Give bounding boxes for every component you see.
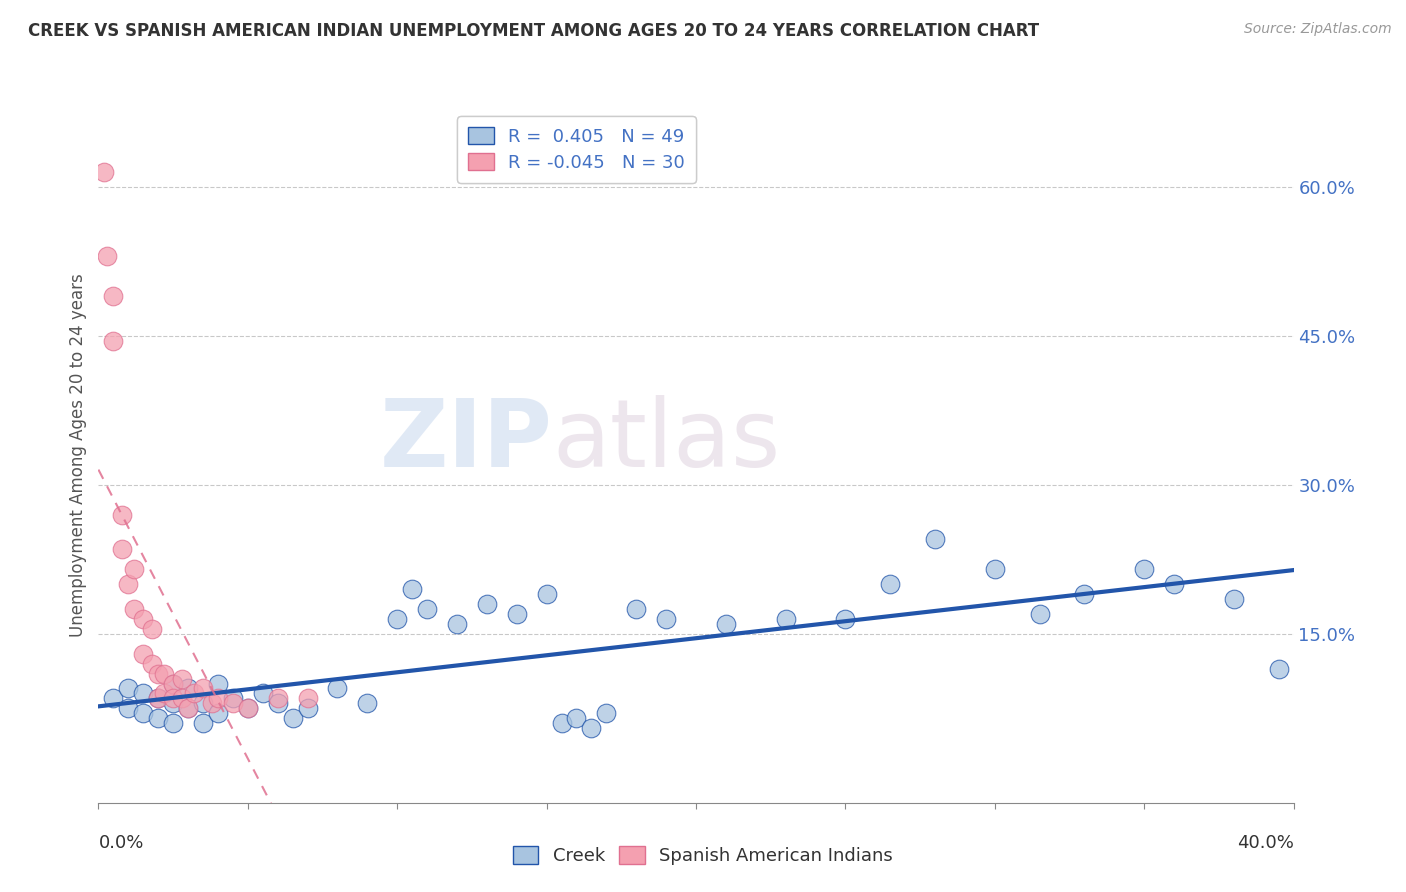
Point [141,622,163,636]
Point [177,681,200,696]
Point [1028,607,1050,621]
Point [148,691,170,706]
Point [177,701,200,715]
Point [506,607,529,621]
Point [222,697,245,711]
Point [475,597,498,611]
Point [297,701,319,715]
Point [153,686,176,700]
Point [103,334,125,348]
Point [148,691,170,706]
Point [775,612,797,626]
Point [207,691,229,706]
Point [148,666,170,681]
Point [581,721,603,735]
Point [879,577,901,591]
Point [267,691,290,706]
Text: 40.0%: 40.0% [1237,834,1294,852]
Point [96,249,118,263]
Point [201,697,224,711]
Point [252,686,274,700]
Point [103,289,125,303]
Point [132,706,155,721]
Point [356,697,378,711]
Point [1223,592,1246,607]
Point [93,164,115,178]
Point [153,666,176,681]
Point [924,533,946,547]
Point [207,706,229,721]
Point [655,612,678,626]
Point [191,697,214,711]
Text: Source: ZipAtlas.com: Source: ZipAtlas.com [1244,22,1392,37]
Point [162,697,184,711]
Point [624,602,647,616]
Point [446,616,468,631]
Text: ZIP: ZIP [380,395,553,487]
Point [117,701,139,715]
Point [267,697,290,711]
Point [191,716,214,731]
Point [172,691,194,706]
Point [401,582,423,596]
Point [132,647,155,661]
Point [162,676,184,690]
Point [326,681,349,696]
Point [550,716,572,731]
Point [103,691,125,706]
Point [172,672,194,686]
Point [236,701,259,715]
Point [111,508,134,522]
Point [281,711,304,725]
Point [536,587,558,601]
Point [222,691,245,706]
Point [565,711,588,725]
Point [714,616,737,631]
Point [124,602,146,616]
Point [162,691,184,706]
Point [207,676,229,690]
Legend: Creek, Spanish American Indians: Creek, Spanish American Indians [503,838,903,874]
Point [183,686,205,700]
Point [236,701,259,715]
Text: atlas: atlas [553,395,780,487]
Point [141,657,163,671]
Point [124,562,146,576]
Point [595,706,617,721]
Point [385,612,409,626]
Point [1133,562,1156,576]
Point [1163,577,1185,591]
Point [132,612,155,626]
Point [162,716,184,731]
Point [177,701,200,715]
Point [1267,662,1289,676]
Text: CREEK VS SPANISH AMERICAN INDIAN UNEMPLOYMENT AMONG AGES 20 TO 24 YEARS CORRELAT: CREEK VS SPANISH AMERICAN INDIAN UNEMPLO… [28,22,1039,40]
Legend: R =  0.405   N = 49, R = -0.045   N = 30: R = 0.405 N = 49, R = -0.045 N = 30 [457,116,696,183]
Point [297,691,319,706]
Text: 0.0%: 0.0% [98,834,143,852]
Point [191,681,214,696]
Point [148,711,170,725]
Point [132,686,155,700]
Point [1073,587,1095,601]
Point [117,681,139,696]
Point [983,562,1005,576]
Point [834,612,856,626]
Point [416,602,439,616]
Point [111,542,134,557]
Point [117,577,139,591]
Point [162,676,184,690]
Y-axis label: Unemployment Among Ages 20 to 24 years: Unemployment Among Ages 20 to 24 years [69,273,87,637]
